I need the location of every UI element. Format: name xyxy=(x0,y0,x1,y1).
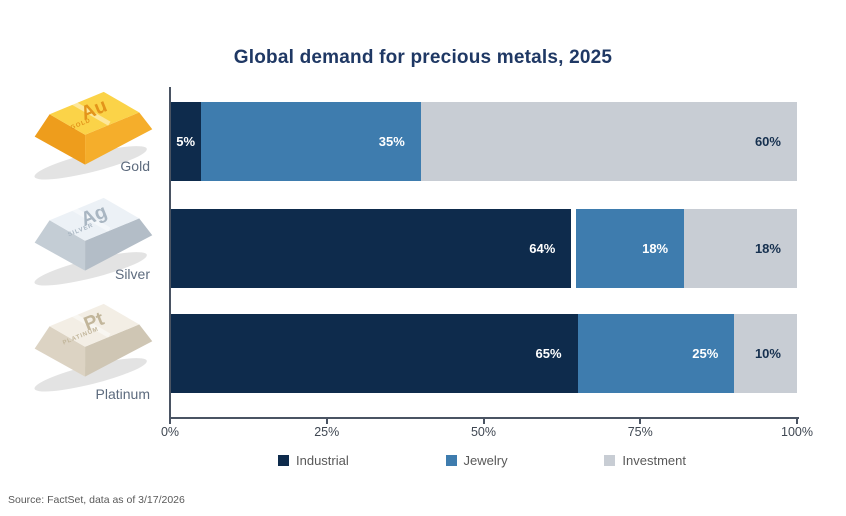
x-tick-mark xyxy=(325,419,328,424)
x-tick-mark xyxy=(639,419,642,424)
bar-row-platinum: 65% 25% 10% xyxy=(170,314,797,393)
x-tick-mark xyxy=(796,419,798,424)
metal-label-silver: Silver xyxy=(114,266,150,282)
investment-swatch-icon xyxy=(604,455,616,466)
segment-platinum-investment: 10% xyxy=(734,314,797,393)
ingot-end-face xyxy=(34,326,86,377)
legend-item-industrial: Industrial xyxy=(278,453,349,468)
ingot-highlight-stripe xyxy=(70,206,111,232)
legend-label: Investment xyxy=(622,453,686,468)
bar-row-gold: 5% 35% 60% xyxy=(170,102,797,181)
ingot-end-face xyxy=(34,114,86,165)
ingot-shadow xyxy=(34,358,147,392)
segment-gold-investment: 60% xyxy=(420,102,797,181)
platinum-ingot-icon: Pt PLATINUM xyxy=(16,296,166,397)
x-tick-label: 50% xyxy=(470,425,497,439)
segment-silver-investment: 18% xyxy=(684,209,797,288)
ingot-shadow xyxy=(34,252,147,286)
legend-label: Industrial xyxy=(296,453,349,468)
bar-row-silver: 64% 18% 18% xyxy=(170,209,797,288)
jewelry-swatch-icon xyxy=(445,455,457,466)
x-tick-label: 25% xyxy=(314,425,340,439)
x-tick-label: 100% xyxy=(781,425,813,439)
segment-silver-jewelry: 18% xyxy=(571,209,685,288)
x-tick-mark xyxy=(482,419,485,424)
chart-title: Global demand for precious metals, 2025 xyxy=(233,47,613,68)
source-note: Source: FactSet, data as of 3/17/2026 xyxy=(8,494,185,506)
ingot-end-face xyxy=(34,220,86,271)
ingot-highlight-stripe xyxy=(70,100,111,126)
legend-item-jewelry: Jewelry xyxy=(445,453,508,468)
ingot-top-face xyxy=(49,197,140,241)
y-axis-line xyxy=(169,87,171,419)
metal-label-gold: Gold xyxy=(120,158,150,174)
gold-ingot-icon: Au GOLD xyxy=(16,84,166,185)
ingot-front-face xyxy=(85,218,153,271)
ingot-front-face xyxy=(85,324,153,377)
x-axis-line xyxy=(169,417,799,419)
segment-gold-jewelry: 35% xyxy=(201,102,421,181)
legend: Industrial Jewelry Investment xyxy=(278,453,686,468)
metal-label-platinum: Platinum xyxy=(95,386,150,402)
x-tick-mark xyxy=(169,419,171,424)
segment-silver-industrial: 64% xyxy=(170,209,572,288)
ingot-top-face xyxy=(49,91,140,135)
segment-platinum-jewelry: 25% xyxy=(577,314,735,393)
x-tick-label: 0% xyxy=(160,425,180,439)
legend-item-investment: Investment xyxy=(604,453,686,468)
industrial-swatch-icon xyxy=(278,455,289,466)
segment-gold-industrial: 5% xyxy=(170,102,202,181)
silver-ingot-icon: Ag SILVER xyxy=(16,190,166,291)
x-tick-label: 75% xyxy=(627,425,653,439)
ingot-highlight-stripe xyxy=(70,312,111,338)
ingot-top-face xyxy=(49,303,140,347)
legend-label: Jewelry xyxy=(463,453,508,468)
segment-platinum-industrial: 65% xyxy=(170,314,578,393)
ingot-front-face xyxy=(85,112,153,165)
ingot-shadow xyxy=(34,146,147,180)
